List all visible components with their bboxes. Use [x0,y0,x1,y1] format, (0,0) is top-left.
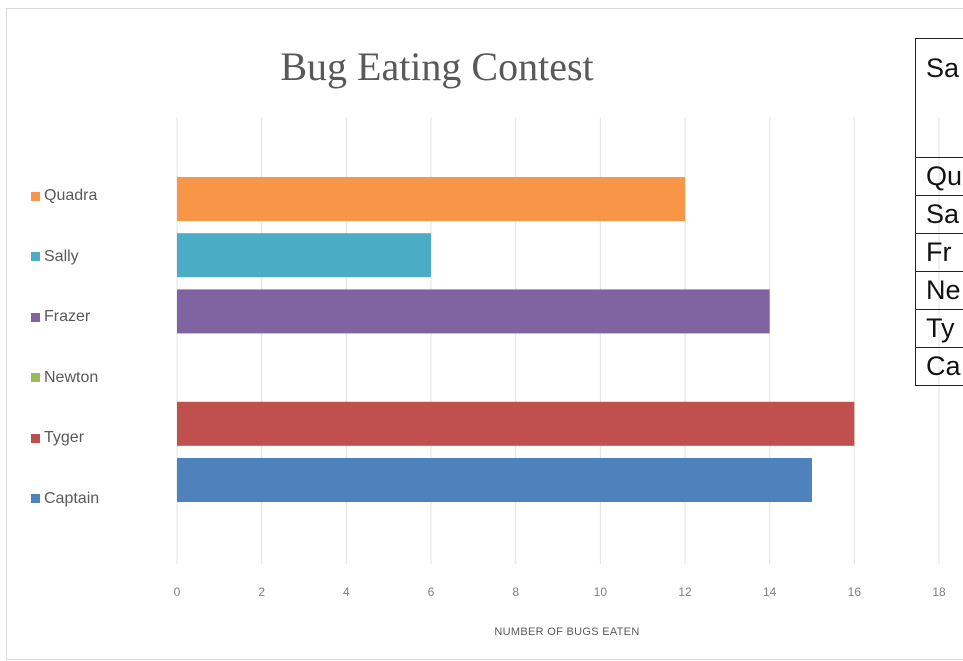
legend-swatch [31,494,40,503]
legend-swatch [31,312,40,322]
table-cell: Ne [915,271,963,310]
legend-label: Newton [44,368,99,386]
legend-swatch [31,433,40,443]
x-tick-label: 14 [763,585,777,599]
legend-item-frazer: Frazer [31,302,181,332]
legend-label: Captain [44,489,100,507]
legend-label: Quadra [44,187,98,204]
chart-plot: 0 2 4 6 8 10 12 14 16 18 [174,117,946,599]
table-cell: Fr [915,233,963,272]
table-header-row: Sa [915,38,963,158]
x-tick-label: 4 [343,585,350,599]
table-cell: Qu [915,157,963,196]
x-tick-label: 12 [678,585,692,599]
chart-title: Bug Eating Contest [280,44,594,89]
table-row: Ty [915,309,963,348]
bar-captain [177,458,812,502]
table-row: Ne [915,271,963,310]
side-data-table: Sa Qu Sa Fr Ne Ty Ca [915,38,963,386]
x-tick-label: 0 [174,585,181,599]
x-axis-label: NUMBER OF BUGS EATEN [494,626,640,638]
x-tick-label: 2 [258,585,265,599]
bar-quadra [177,177,685,221]
table-cell: Ca [915,347,963,386]
table-cell: Sa [915,195,963,234]
x-tick-label: 18 [932,585,946,599]
legend-swatch [31,191,40,201]
chart-area: 0 2 4 6 8 10 12 14 16 18 Bug Eating Contest Quadr… [6,8,963,660]
legend-item-quadra: Quadra [31,181,181,211]
legend-swatch [31,252,40,261]
x-tick-label: 8 [512,585,519,599]
legend-swatch [31,373,40,382]
bar-tyger [177,401,855,446]
legend-label: Frazer [44,308,91,325]
legend-label: Tyger [44,429,85,446]
x-tick-label: 16 [848,585,862,599]
table-header-cell: Sa [915,38,963,158]
x-tick-label: 10 [594,585,608,599]
chart-legend: Quadra Sally Frazer Newton Tyger Captain [31,181,181,544]
table-row: Qu [915,157,963,196]
legend-item-tyger: Tyger [31,423,181,453]
legend-item-sally: Sally [31,242,181,272]
table-cell: Ty [915,309,963,348]
legend-item-captain: Captain [31,484,181,514]
legend-item-newton: Newton [31,363,181,393]
x-tick-label: 6 [428,585,435,599]
table-row: Sa [915,195,963,234]
table-row: Fr [915,233,963,272]
legend-label: Sally [44,247,79,265]
table-row: Ca [915,347,963,386]
bar-sally [177,233,431,278]
bar-frazer [177,289,770,334]
